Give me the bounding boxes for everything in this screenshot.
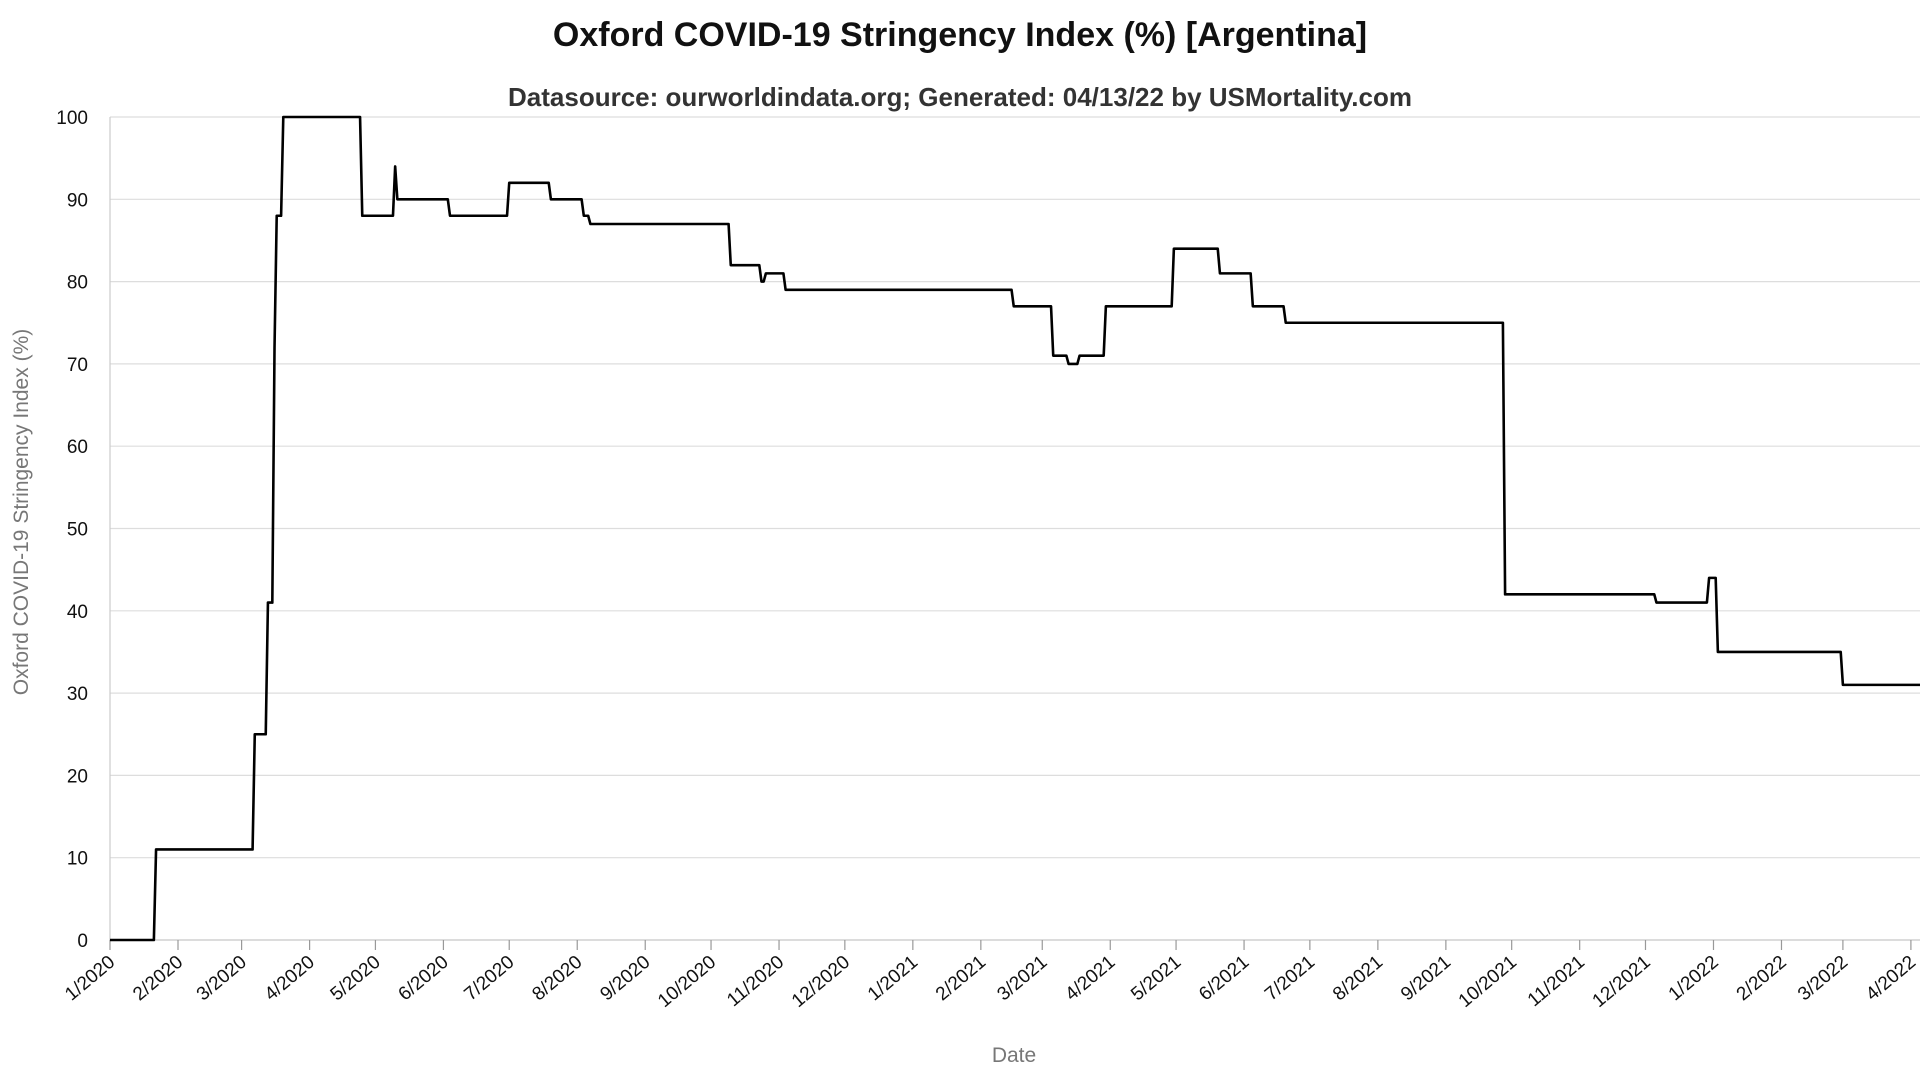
x-axis-label: Date: [992, 1044, 1036, 1067]
y-tick-label: 0: [77, 931, 88, 952]
x-tick-label: 12/2021: [1589, 952, 1655, 1012]
y-tick-label: 20: [67, 766, 88, 787]
x-tick-label: 3/2020: [193, 952, 251, 1005]
x-tick-label: 2/2020: [129, 952, 187, 1005]
x-tick-label: 8/2020: [528, 952, 586, 1005]
series-layer: [110, 115, 1920, 942]
y-tick-label: 50: [67, 520, 88, 541]
x-tick-label: 6/2021: [1195, 952, 1253, 1005]
grid-layer: [110, 116, 1920, 941]
x-tick-label: 11/2020: [723, 952, 788, 1011]
y-tick-label: 60: [67, 437, 88, 458]
x-tick-label: 5/2021: [1127, 952, 1185, 1005]
y-tick-label: 40: [67, 602, 88, 623]
x-tick-label: 3/2021: [993, 952, 1051, 1005]
x-tick-label: 5/2020: [327, 952, 385, 1005]
x-tick-label: 10/2020: [654, 952, 720, 1012]
y-tick-label: 10: [67, 849, 88, 870]
x-tick-label: 8/2021: [1329, 952, 1387, 1005]
y-tick-label: 70: [67, 355, 88, 376]
x-tick-label: 1/2021: [864, 952, 922, 1005]
y-tick-label: 80: [67, 273, 88, 294]
y-tick-label: 100: [56, 108, 88, 129]
axis-layer: 0 10 20 30 40 50 60 70 80 90 100 1/2020 2/2020 3/2020…: [56, 108, 1920, 1012]
x-tick-label: 9/2021: [1397, 952, 1455, 1005]
x-tick-label: 1/2022: [1665, 952, 1723, 1005]
chart-title: Oxford COVID-19 Stringency Index (%) [Ar…: [552, 16, 1368, 54]
x-tick-label: 6/2020: [395, 952, 453, 1005]
x-tick-label: 4/2021: [1061, 952, 1119, 1005]
y-tick-label: 90: [67, 190, 88, 211]
x-tick-label: 7/2020: [460, 952, 518, 1005]
x-tick-label: 10/2021: [1455, 952, 1521, 1012]
x-tick-label: 2/2021: [932, 952, 990, 1005]
chart-subtitle: Datasource: ourworldindata.org; Generate…: [508, 82, 1412, 112]
y-tick-label: 30: [67, 684, 88, 705]
x-tick-label: 7/2021: [1261, 952, 1319, 1005]
x-tick-label: 4/2022: [1862, 952, 1920, 1005]
x-tick-label: 2/2022: [1733, 952, 1791, 1005]
series-line: [110, 115, 1920, 942]
x-tick-label: 9/2020: [596, 952, 654, 1005]
x-tick-label: 11/2021: [1524, 952, 1589, 1011]
x-tick-label: 4/2020: [261, 952, 319, 1005]
y-axis-label: Oxford COVID-19 Stringency Index (%): [10, 329, 33, 695]
x-tick-label: 12/2020: [788, 952, 854, 1012]
x-tick-label: 1/2020: [61, 952, 119, 1005]
x-tick-label: 3/2022: [1794, 952, 1852, 1005]
